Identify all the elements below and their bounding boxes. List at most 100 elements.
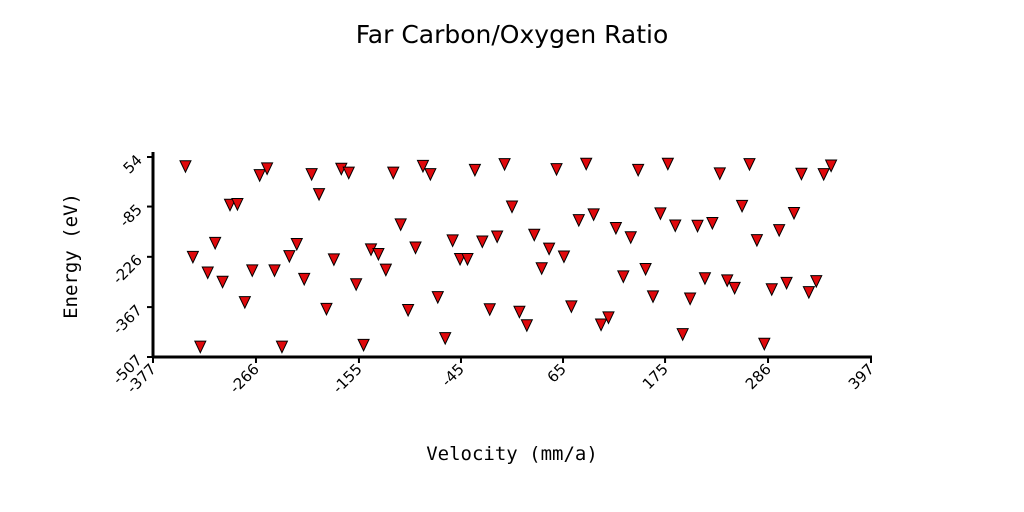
data-point	[238, 296, 252, 310]
data-point	[809, 275, 823, 289]
data-point	[513, 305, 526, 319]
data-point	[617, 270, 630, 284]
data-point	[505, 200, 519, 214]
data-point	[320, 302, 333, 317]
data-point	[438, 332, 452, 346]
x-tick-label: 65	[544, 360, 570, 386]
data-point	[194, 340, 207, 354]
data-point	[743, 158, 756, 172]
data-point	[468, 163, 482, 177]
data-point	[631, 163, 645, 177]
y-tick-label: -367	[109, 301, 146, 338]
data-point	[706, 216, 719, 231]
x-tick-label: -45	[438, 360, 468, 390]
data-point	[416, 159, 430, 174]
data-point	[483, 303, 497, 317]
chart-title: Far Carbon/Oxygen Ratio	[356, 20, 669, 49]
data-point	[579, 157, 593, 171]
data-point	[795, 167, 808, 181]
data-point	[372, 247, 385, 262]
data-point	[824, 159, 838, 173]
data-point	[476, 235, 489, 249]
data-point	[208, 236, 222, 251]
data-point	[216, 275, 229, 289]
data-point	[201, 266, 215, 280]
data-point	[253, 169, 266, 183]
data-point	[461, 252, 474, 267]
y-tick-label: -226	[109, 251, 146, 288]
data-points	[179, 157, 838, 354]
data-point	[542, 242, 556, 256]
data-point	[624, 231, 638, 245]
data-point	[758, 337, 771, 351]
data-point	[349, 278, 363, 292]
data-point	[409, 241, 422, 255]
x-tick-label: -155	[329, 360, 366, 397]
data-point	[720, 274, 734, 288]
data-point	[431, 291, 445, 305]
data-point	[750, 234, 764, 248]
data-point	[565, 300, 578, 314]
y-tick-label: 54	[120, 151, 146, 177]
data-point	[668, 219, 682, 233]
data-point	[386, 166, 400, 180]
data-point	[594, 318, 608, 332]
data-point	[817, 168, 830, 182]
data-point	[772, 224, 786, 238]
x-tick-label: 175	[639, 360, 672, 393]
data-point	[424, 168, 437, 182]
data-point	[283, 250, 296, 264]
x-axis-label: Velocity (mm/a)	[426, 443, 598, 465]
data-point	[691, 219, 704, 233]
x-tick-label: 397	[845, 360, 878, 393]
data-point	[557, 250, 571, 264]
data-point	[802, 286, 816, 300]
data-point	[290, 237, 304, 252]
data-point	[587, 208, 600, 222]
x-tick-label: 286	[742, 360, 775, 393]
data-point	[312, 188, 326, 202]
data-point	[527, 228, 541, 242]
data-point	[498, 158, 511, 172]
data-point	[260, 162, 274, 176]
data-point	[676, 328, 689, 342]
data-point	[780, 276, 793, 291]
data-point	[223, 198, 237, 212]
data-point	[602, 311, 615, 325]
data-point	[765, 283, 779, 297]
data-point	[231, 198, 244, 212]
data-point	[698, 272, 712, 286]
data-point	[327, 253, 341, 267]
data-point	[305, 168, 318, 182]
data-point	[520, 319, 534, 333]
x-axis-ticks: -377 -266 -155 -45 65 175 286 397	[123, 357, 878, 397]
data-point	[379, 263, 393, 277]
data-point	[401, 303, 415, 318]
data-point	[394, 218, 407, 232]
data-point	[245, 264, 259, 278]
data-point	[535, 262, 548, 276]
data-point	[683, 292, 697, 306]
data-point	[713, 167, 727, 181]
data-point	[654, 207, 667, 221]
y-axis-label: Energy (eV)	[60, 193, 82, 319]
data-point	[728, 281, 741, 295]
data-point	[297, 272, 311, 287]
data-point	[268, 264, 281, 278]
data-point	[186, 250, 200, 264]
x-tick-label: -266	[226, 360, 263, 397]
data-point	[735, 199, 749, 213]
data-point	[179, 160, 192, 174]
data-point	[342, 166, 356, 180]
data-point	[275, 340, 289, 354]
data-point	[646, 290, 660, 304]
data-point	[446, 234, 459, 248]
data-point	[787, 206, 801, 221]
data-point	[490, 230, 504, 244]
data-point	[550, 163, 563, 177]
data-point	[572, 214, 586, 228]
data-point	[661, 157, 675, 171]
data-point	[639, 262, 652, 277]
